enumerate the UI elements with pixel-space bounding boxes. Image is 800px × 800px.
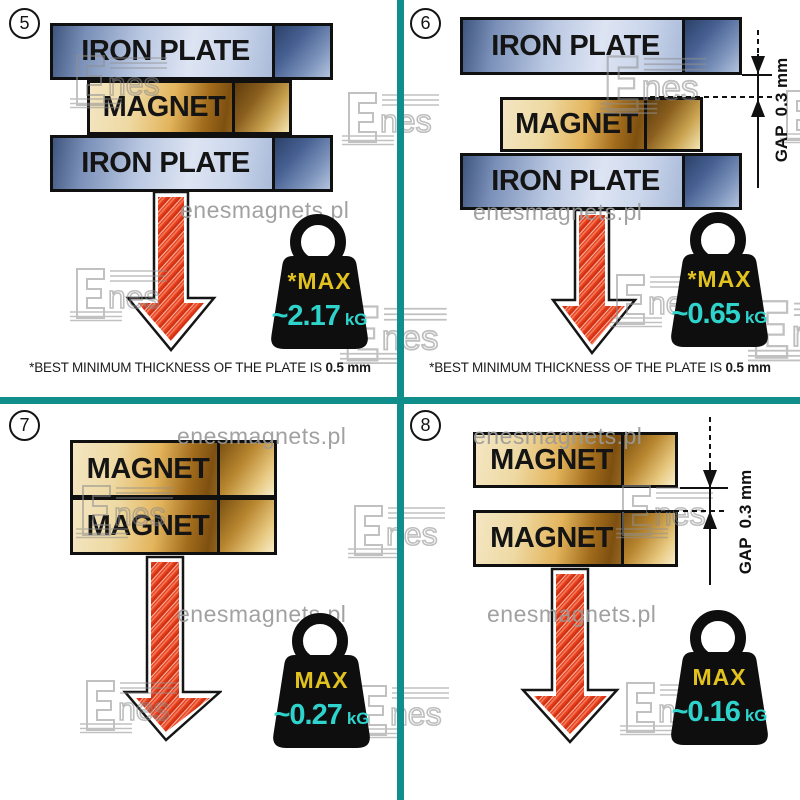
iron-plate-side-face bbox=[272, 138, 330, 189]
weight-kettlebell-icon: *MAX ~0.65 kG bbox=[662, 209, 777, 351]
weight-kettlebell-icon: MAX ~0.27 kG bbox=[264, 610, 379, 752]
weight-unit: kG bbox=[344, 310, 368, 329]
gap-label: GAP 0.3 mm bbox=[772, 57, 791, 163]
enes-logo-watermark: nes bbox=[76, 485, 173, 539]
enes-logo-watermark: nes bbox=[70, 268, 167, 322]
gap-label: GAP 0.3 mm bbox=[736, 469, 755, 575]
gap-dimension-line bbox=[757, 54, 759, 188]
watermark-site-text: enesmagnets.pl bbox=[473, 199, 643, 225]
footnote: *BEST MINIMUM THICKNESS OF THE PLATE IS … bbox=[429, 360, 771, 375]
weight-unit: kG bbox=[346, 709, 370, 728]
gap-extension-line bbox=[650, 96, 772, 98]
force-arrow-icon bbox=[125, 190, 217, 352]
force-arrow-icon bbox=[520, 567, 620, 744]
iron-plate-top: IRON PLATE bbox=[50, 23, 333, 80]
weight-value: ~0.16 bbox=[671, 696, 740, 728]
iron-plate-bottom: IRON PLATE bbox=[50, 135, 333, 192]
panel-6-number: 6 bbox=[410, 8, 441, 39]
watermark-site-text: enesmagnets.pl bbox=[473, 423, 643, 449]
gap-dimension-arrow-down bbox=[703, 470, 717, 488]
max-label: *MAX bbox=[287, 268, 352, 294]
gap-dimension-line bbox=[757, 30, 759, 54]
iron-plate-top: IRON PLATE bbox=[460, 17, 742, 75]
gap-dimension-arrow-up bbox=[751, 99, 765, 117]
enes-logo-watermark: nes bbox=[616, 485, 713, 539]
svg-text:nes: nes bbox=[386, 516, 438, 552]
magnet-side-face bbox=[217, 500, 274, 552]
magnet-side-face bbox=[621, 513, 675, 564]
magnet-bar-top: MAGNET bbox=[70, 440, 277, 498]
enes-logo-watermark: nes bbox=[342, 92, 439, 146]
iron-plate-label: IRON PLATE bbox=[81, 147, 250, 179]
svg-text:nes: nes bbox=[380, 103, 432, 139]
max-label: MAX bbox=[692, 664, 747, 690]
svg-text:nes: nes bbox=[108, 279, 160, 315]
svg-text:nes: nes bbox=[108, 66, 160, 102]
svg-text:nes: nes bbox=[118, 691, 170, 727]
svg-text:nes: nes bbox=[382, 318, 439, 357]
gap-dimension-arrow-down bbox=[751, 56, 765, 74]
weight-value: ~2.17 bbox=[271, 300, 340, 332]
iron-plate-label: IRON PLATE bbox=[491, 165, 660, 197]
watermark-site-text: enesmagnets.pl bbox=[177, 423, 347, 449]
magnet-label: MAGNET bbox=[102, 91, 226, 123]
max-label: MAX bbox=[294, 667, 349, 693]
weight-value: ~0.27 bbox=[273, 699, 342, 731]
gap-dimension-line bbox=[709, 417, 711, 467]
force-arrow-icon bbox=[122, 555, 222, 742]
magnet-side-face bbox=[217, 443, 274, 495]
magnet-bar-bottom: MAGNET bbox=[473, 510, 678, 567]
magnet-label: MAGNET bbox=[86, 452, 210, 485]
weight-value: ~0.65 bbox=[671, 298, 740, 330]
gap-dimension-arrow-up bbox=[703, 511, 717, 529]
svg-text:nes: nes bbox=[114, 496, 166, 532]
enes-logo-watermark: nes bbox=[80, 680, 177, 734]
weight-unit: kG bbox=[744, 706, 768, 725]
weight-kettlebell-icon: MAX ~0.16 kG bbox=[662, 607, 777, 749]
weight-unit: kG bbox=[744, 308, 768, 327]
svg-text:nes: nes bbox=[642, 68, 699, 107]
panel-8-number: 8 bbox=[410, 410, 441, 441]
gap-extension-line bbox=[742, 74, 772, 76]
panel-5-number: 5 bbox=[9, 8, 40, 39]
weight-kettlebell-icon: *MAX ~2.17 kG bbox=[262, 211, 377, 353]
iron-plate-bottom: IRON PLATE bbox=[460, 153, 742, 210]
enes-logo-watermark: nes bbox=[780, 90, 800, 144]
iron-plate-side-face bbox=[272, 26, 330, 77]
weight-value-row: ~2.17 kG bbox=[262, 300, 377, 333]
panel-7-number: 7 bbox=[9, 410, 40, 441]
enes-logo-watermark: nes bbox=[70, 55, 167, 109]
gap-extension-line bbox=[620, 510, 728, 512]
max-label: *MAX bbox=[687, 266, 752, 292]
svg-text:nes: nes bbox=[792, 313, 800, 354]
magnet-side-face bbox=[232, 83, 289, 132]
gap-extension-line bbox=[680, 487, 728, 489]
weight-value-row: ~0.16 kG bbox=[662, 696, 777, 729]
enes-logo-watermark: nes bbox=[340, 305, 447, 365]
footnote: *BEST MINIMUM THICKNESS OF THE PLATE IS … bbox=[29, 360, 371, 375]
enes-logo-watermark: nes bbox=[600, 55, 707, 115]
iron-plate-label: IRON PLATE bbox=[81, 35, 250, 67]
iron-plate-side-face bbox=[682, 156, 739, 207]
weight-value-row: ~0.27 kG bbox=[264, 699, 379, 732]
magnet-side-face bbox=[621, 435, 675, 485]
watermark-site-text: enesmagnets.pl bbox=[487, 601, 657, 627]
magnet-bar-top: MAGNET bbox=[473, 432, 678, 488]
weight-value-row: ~0.65 kG bbox=[662, 298, 777, 331]
divider-horizontal bbox=[0, 397, 800, 404]
magnet-label: MAGNET bbox=[490, 522, 613, 554]
magnet-label: MAGNET bbox=[490, 443, 613, 476]
svg-text:nes: nes bbox=[654, 496, 706, 532]
